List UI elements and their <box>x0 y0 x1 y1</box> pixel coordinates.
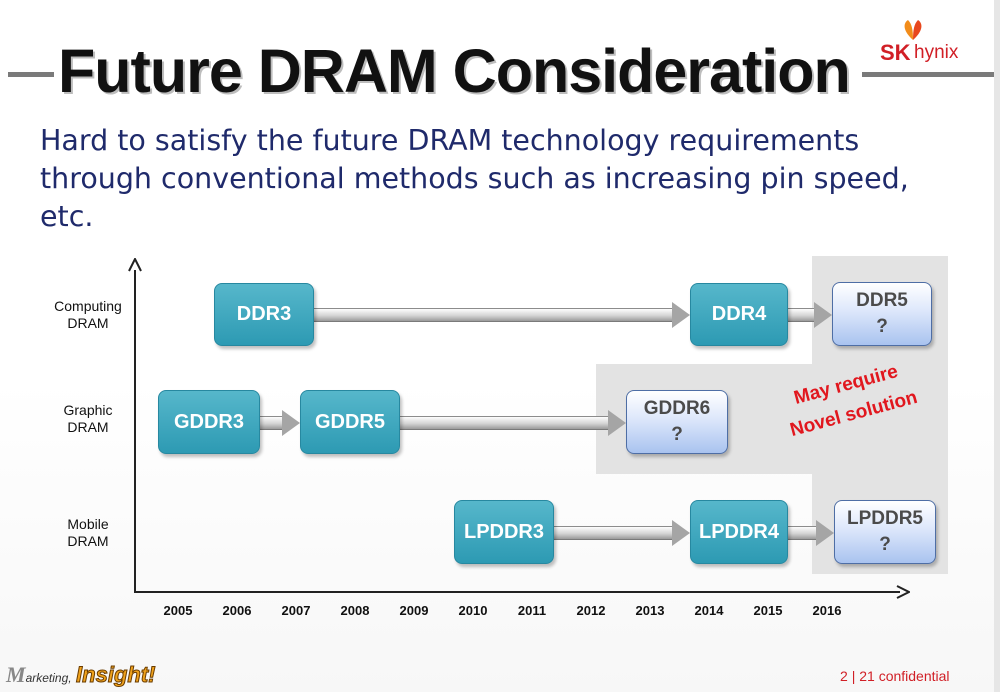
x-axis-arrow-icon <box>896 585 910 599</box>
page-classification: confidential <box>878 668 950 684</box>
year-label: 2008 <box>340 603 370 618</box>
node-status: ? <box>879 534 891 555</box>
year-label: 2011 <box>517 603 547 618</box>
year-label: 2016 <box>812 603 842 618</box>
row-label-line: DRAM <box>67 315 109 331</box>
marketing-insight-logo: Marketing, Insight! <box>6 662 156 688</box>
row-label-line: DRAM <box>67 419 109 435</box>
title-rule-right <box>862 72 994 77</box>
node-label: LPDDR3 <box>463 520 544 543</box>
connector-gddr5-gddr6 <box>400 416 608 430</box>
year-label: 2014 <box>694 603 724 618</box>
node-label: GDDR5 <box>314 410 385 433</box>
node-ddr3: DDR3 <box>214 283 314 346</box>
node-status: ? <box>876 316 888 337</box>
year-label: 2013 <box>635 603 665 618</box>
page-number: 2 | 21 confidential <box>840 668 950 684</box>
node-label: DDR3 <box>236 303 292 325</box>
slide-edge <box>994 0 1000 692</box>
node-gddr6: GDDR6 ? <box>626 390 728 454</box>
node-label: LPDDR5 <box>846 508 923 529</box>
year-label: 2010 <box>458 603 488 618</box>
y-axis <box>134 270 136 592</box>
logo-sk: SK <box>880 40 911 65</box>
x-axis <box>134 591 900 593</box>
footer-brand-arketing: arketing, <box>25 671 72 685</box>
row-label-graphic: Graphic DRAM <box>38 402 138 436</box>
year-label: 2012 <box>576 603 606 618</box>
connector-gddr3-gddr5 <box>260 416 282 430</box>
connector-lpddr3-lpddr4 <box>554 526 672 540</box>
row-label-line: Computing <box>54 298 122 314</box>
year-label: 2015 <box>753 603 783 618</box>
connector-arrow-icon <box>608 410 626 436</box>
page-separator: | <box>851 668 856 684</box>
node-label: DDR5 <box>856 290 908 311</box>
node-lpddr5: LPDDR5 ? <box>834 500 936 564</box>
footer-brand-m: M <box>6 662 26 687</box>
y-axis-arrow-icon <box>128 258 142 272</box>
node-lpddr4: LPDDR4 <box>690 500 788 564</box>
node-label: GDDR3 <box>173 410 244 433</box>
slide-title: Future DRAM Consideration <box>58 36 851 106</box>
connector-ddr4-ddr5 <box>788 308 814 322</box>
logo-hynix: hynix <box>914 42 959 63</box>
footer-brand-insight: Insight! <box>76 662 156 688</box>
year-label: 2007 <box>281 603 311 618</box>
sk-hynix-logo: SK hynix <box>880 18 980 68</box>
title-part2: Consideration <box>452 37 851 105</box>
row-label-line: Mobile <box>67 516 109 532</box>
node-lpddr3: LPDDR3 <box>454 500 554 564</box>
connector-arrow-icon <box>672 520 690 546</box>
node-gddr3: GDDR3 <box>158 390 260 454</box>
node-ddr4: DDR4 <box>690 283 788 346</box>
year-label: 2009 <box>399 603 429 618</box>
sk-butterfly-icon <box>904 20 922 40</box>
row-label-mobile: Mobile DRAM <box>38 516 138 550</box>
node-ddr5: DDR5 ? <box>832 282 932 346</box>
row-label-line: Graphic <box>63 402 113 418</box>
connector-arrow-icon <box>814 302 832 328</box>
node-label: LPDDR4 <box>698 520 779 543</box>
connector-arrow-icon <box>816 520 834 546</box>
title-rule-left <box>8 72 54 77</box>
year-label: 2005 <box>163 603 193 618</box>
row-label-line: DRAM <box>67 533 109 549</box>
node-status: ? <box>671 424 683 445</box>
connector-ddr3-ddr4 <box>314 308 672 322</box>
slide-subtitle: Hard to satisfy the future DRAM technolo… <box>40 124 909 233</box>
node-gddr5: GDDR5 <box>300 390 400 454</box>
connector-arrow-icon <box>672 302 690 328</box>
row-label-computing: Computing DRAM <box>38 298 138 332</box>
page-current: 2 <box>840 668 848 684</box>
connector-lpddr4-lpddr5 <box>788 526 816 540</box>
node-label: GDDR6 <box>643 398 711 419</box>
page-total: 21 <box>859 668 875 684</box>
year-label: 2006 <box>222 603 252 618</box>
connector-arrow-icon <box>282 410 300 436</box>
node-label: DDR4 <box>711 303 767 325</box>
title-part1: Future DRAM <box>58 37 438 105</box>
